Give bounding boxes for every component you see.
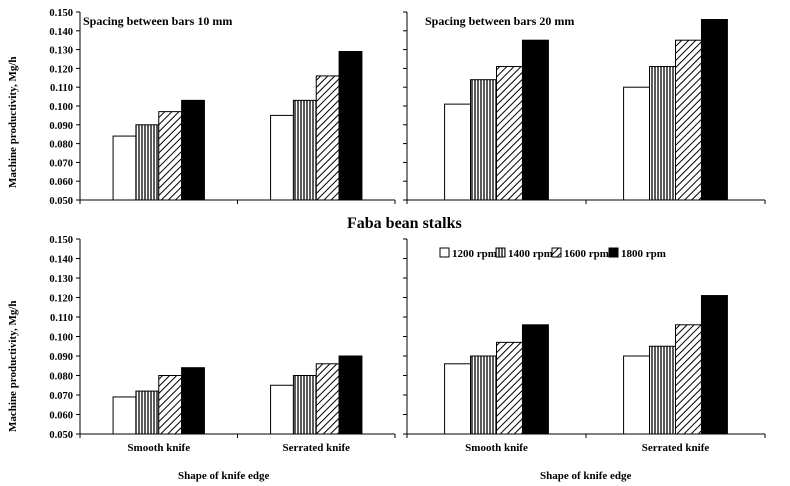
x-category-label: Smooth knife [465, 442, 528, 454]
bar-1400-rpm-smooth [135, 124, 160, 201]
y-tick-label: 0.130 [49, 274, 73, 285]
bar-1400-rpm-serrated [292, 99, 317, 201]
panel-title-top-right: Spacing between bars 20 mm [425, 14, 575, 28]
y-tick-label: 0.130 [49, 46, 73, 57]
bar-1400-rpm-smooth [470, 355, 498, 435]
y-tick-label: 0.120 [49, 64, 73, 75]
bar-1400-rpm-serrated [649, 345, 676, 435]
legend-swatch-1600 [551, 247, 562, 258]
y-tick-label: 0.090 [49, 121, 73, 132]
y-axis-label-top: Machine productivity, Mg/h [7, 56, 19, 189]
bar-1200-rpm-serrated [623, 355, 651, 435]
legend-label-1600: 1600 rpm [564, 248, 609, 260]
bar-1200-rpm-serrated [270, 384, 294, 435]
bar-1800-rpm-smooth [521, 324, 549, 435]
legend-label-1400: 1400 rpm [508, 248, 553, 260]
figure-title: Faba bean stalks [347, 215, 462, 232]
bar-1600-rpm-serrated [675, 324, 702, 435]
y-tick-label: 0.100 [49, 102, 73, 113]
y-tick-label: 0.060 [49, 411, 73, 422]
y-tick-label: 0.150 [49, 8, 73, 19]
bar-1800-rpm-serrated [700, 19, 728, 201]
bar-1400-rpm-serrated [649, 66, 676, 201]
bar-1800-rpm-serrated [700, 295, 728, 435]
bar-1800-rpm-smooth [181, 99, 205, 201]
x-axis-label-bottom-right: Shape of knife edge [540, 470, 632, 482]
bar-1800-rpm-smooth [521, 39, 549, 201]
bar-1600-rpm-smooth [496, 66, 523, 201]
bar-1600-rpm-serrated [315, 363, 340, 435]
legend-swatch-1800 [608, 247, 619, 258]
legend-label-1200: 1200 rpm [452, 248, 497, 260]
chart-panel-4: Smooth knife Serrated knife [403, 238, 766, 454]
bar-1200-rpm-smooth [444, 103, 472, 201]
chart-panel-2 [403, 11, 766, 204]
bar-1800-rpm-serrated [338, 50, 363, 201]
legend: 1200 rpm 1400 rpm 1600 rpm 1800 rpm [439, 247, 666, 260]
x-category-label: Serrated knife [642, 442, 710, 454]
chart-panel-1: 0.050 0.060 0.070 0.080 0.090 0.100 0.110 0.120… [49, 8, 396, 207]
y-tick-label: 0.100 [49, 333, 73, 344]
bar-1600-rpm-smooth [496, 341, 523, 435]
y-tick-label: 0.140 [49, 255, 73, 266]
x-category-label: Smooth knife [127, 442, 190, 454]
x-axis-label-bottom-left: Shape of knife edge [178, 470, 270, 482]
bar-1200-rpm-smooth [444, 363, 472, 435]
legend-swatch-1400 [495, 247, 506, 258]
bar-1400-rpm-serrated [292, 375, 317, 435]
y-tick-label: 0.070 [49, 158, 73, 169]
panel-title-top-left: Spacing between bars 10 mm [83, 14, 233, 28]
x-category-label: Serrated knife [282, 442, 350, 454]
y-tick-label: 0.090 [49, 352, 73, 363]
bar-1400-rpm-smooth [470, 79, 498, 201]
y-tick-label: 0.060 [49, 177, 73, 188]
bar-1600-rpm-serrated [675, 39, 702, 201]
chart-panel-3: 0.050 0.060 0.070 0.080 0.090 0.100 0.110 0.120… [49, 235, 396, 454]
y-tick-label: 0.080 [49, 372, 73, 383]
bar-1200-rpm-smooth [112, 135, 137, 201]
bar-1600-rpm-smooth [158, 375, 183, 435]
y-tick-label: 0.070 [49, 391, 73, 402]
bar-1200-rpm-smooth [112, 396, 137, 435]
y-tick-label: 0.110 [50, 313, 73, 324]
y-tick-label: 0.150 [49, 235, 73, 246]
y-tick-label: 0.110 [50, 83, 73, 94]
y-axis-label-bottom: Machine productivity, Mg/h [7, 300, 19, 433]
y-tick-label: 0.140 [49, 27, 73, 38]
bar-1800-rpm-serrated [338, 355, 363, 435]
bar-1200-rpm-serrated [270, 114, 294, 201]
bar-1400-rpm-smooth [135, 390, 160, 435]
y-tick-label: 0.050 [49, 430, 73, 441]
legend-label-1800: 1800 rpm [621, 248, 666, 260]
bar-1600-rpm-serrated [315, 75, 340, 201]
y-tick-label: 0.050 [49, 196, 73, 207]
bar-1600-rpm-smooth [158, 111, 183, 201]
bar-1800-rpm-smooth [181, 367, 205, 435]
bar-1200-rpm-serrated [623, 86, 651, 201]
y-tick-label: 0.080 [49, 140, 73, 151]
legend-swatch-1200 [439, 247, 450, 258]
y-tick-label: 0.120 [49, 294, 73, 305]
